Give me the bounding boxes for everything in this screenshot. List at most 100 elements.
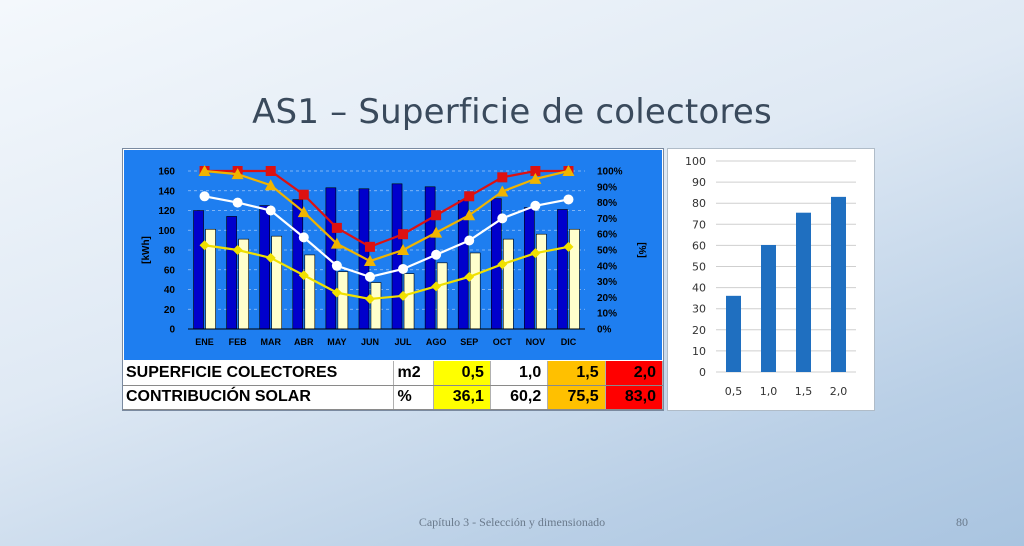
bar-demand [259,205,271,330]
y2-tick-label: 40% [597,261,617,272]
y-tick-label: 70 [692,218,706,231]
point-triangle [198,165,211,176]
point-circle [398,263,409,274]
y-axis-label: [kWh] [141,236,152,264]
series-line-square [204,169,569,249]
point-square [464,191,475,202]
point-circle [298,232,309,243]
point-circle [199,191,210,202]
point-diamond [431,281,442,292]
x-tick-label: ENE [195,337,214,347]
x-tick-label: JUN [361,337,379,347]
y2-tick-label: 70% [597,214,617,225]
bar-solar [271,235,283,330]
point-triangle [562,165,575,176]
x-tick-label: 2,0 [830,385,848,398]
point-triangle [264,179,277,191]
point-triangle [397,244,410,255]
point-triangle [330,237,343,249]
x-tick-label: NOV [526,337,546,347]
row-unit-superficie: m2 [393,361,434,386]
series-line-triangle [204,169,569,263]
bar-solar [337,271,349,330]
y2-tick-label: 100% [597,167,623,178]
point-triangle [231,168,244,180]
y-tick-label: 90 [692,176,706,189]
point-circle [530,200,541,211]
point-circle [563,194,574,205]
point-circle [431,249,442,260]
cell-contribucion-4: 83,0 [605,385,664,410]
point-square [298,189,309,200]
page-number: 80 [956,515,968,529]
x-tick-label: MAR [260,337,281,347]
point-diamond [464,271,475,282]
y-tick-label: 0 [169,325,175,336]
y-tick-label: 60 [692,239,706,252]
point-circle [265,205,276,216]
bar-solar [536,233,547,330]
y-tick-label: 60 [164,265,176,276]
y-tick-label: 30 [692,303,706,316]
y-tick-label: 50 [692,261,706,274]
point-diamond [232,245,243,255]
point-circle [232,197,243,208]
point-circle [497,213,508,224]
point-diamond [398,290,409,301]
contribution-chart-panel: 0 10 20 30 40 50 60 70 80 90 100 0,5 1,0 1,5 2,0 [667,148,875,411]
point-square [265,166,276,176]
point-diamond [331,287,342,298]
solar-contribution-chart: 0 10 20 30 40 50 60 70 80 90 100 0,5 1,0 1,5 2,0 [685,155,856,398]
cell-superficie-4: 2,0 [605,361,664,386]
series-line-diamond [204,244,569,301]
table-row: SUPERFICIE COLECTORES m2 0,5 1,0 1,5 2,0 [123,361,664,386]
bar-demand [391,183,403,330]
y-tick-label: 100 [685,155,706,168]
point-square [431,210,442,221]
row-label-contribucion: CONTRIBUCIÓN SOLAR [123,385,394,410]
cell-superficie-2: 1,0 [490,361,549,386]
point-circle [464,235,475,246]
bar-solar [502,238,514,330]
y-tick-label: 80 [692,197,706,210]
y2-tick-label: 10% [597,309,617,320]
series-line-circle [204,195,569,279]
point-triangle [463,209,476,221]
monthly-energy-chart: 0 20 40 60 80 100 120 140 160 0% 10% 20% 30% 40% 50% 60… [123,149,663,361]
x-tick-label: 1,0 [760,385,778,398]
x-tick-label: AGO [426,337,447,347]
bar-demand [292,199,304,330]
point-circle [331,260,342,271]
slide-title: AS1 – Superficie de colectores [252,92,772,132]
monthly-chart-panel: 0 20 40 60 80 100 120 140 160 0% 10% 20% 30% 40% 50% 60… [122,148,664,411]
point-square [331,222,342,233]
x-tick-label: MAY [327,337,346,347]
bar-solar [569,228,580,330]
point-triangle [363,255,376,267]
bar-solar [403,273,415,330]
data-table: SUPERFICIE COLECTORES m2 0,5 1,0 1,5 2,0… [123,361,664,410]
x-tick-label: JUL [395,337,413,347]
bar-contribution [831,196,846,372]
x-tick-label: 1,5 [795,385,813,398]
y2-tick-label: 20% [597,293,617,304]
y-tick-label: 10 [692,345,706,358]
x-tick-label: FEB [229,337,248,347]
point-circle [364,271,375,282]
point-square [497,172,508,183]
y2-tick-label: 90% [597,182,617,193]
cell-superficie-3: 1,5 [547,361,606,386]
y2-tick-label: 60% [597,230,617,241]
bar-contribution [726,295,741,372]
x-tick-label: DIC [561,337,577,347]
y2-axis-label: [%] [636,242,647,258]
y-tick-label: 100 [158,226,175,237]
point-diamond [530,248,541,259]
x-tick-label: SEP [460,337,478,347]
bar-contribution [796,212,811,372]
point-diamond [497,259,508,270]
y-tick-label: 160 [158,167,175,178]
point-square [364,241,375,252]
y-tick-label: 0 [699,366,706,379]
bar-demand [557,209,568,330]
